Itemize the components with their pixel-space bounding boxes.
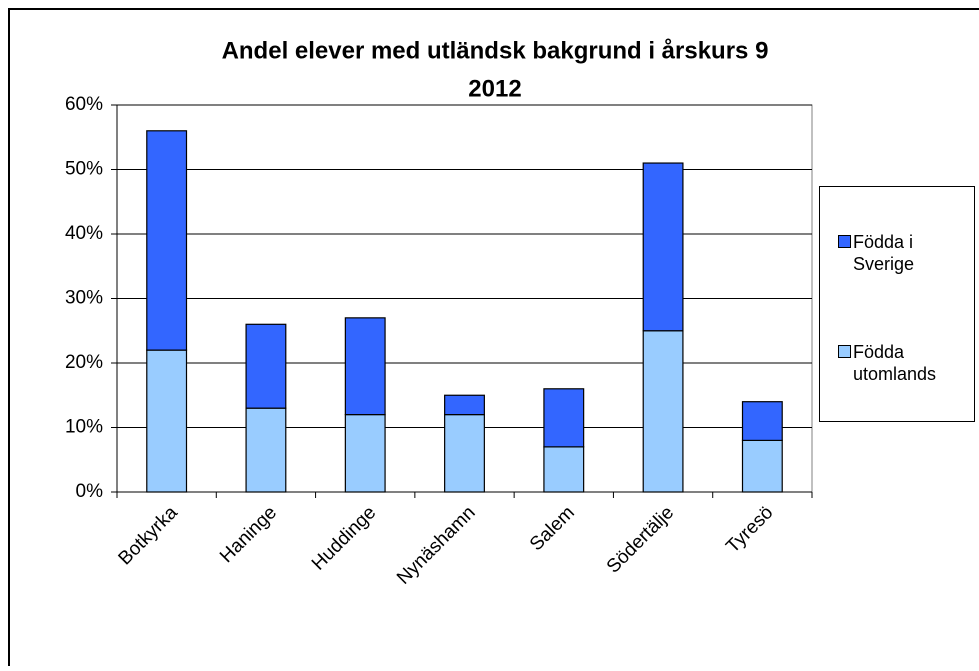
- x-tick-label: Huddinge: [308, 502, 380, 574]
- bar-segment: [543, 388, 585, 448]
- y-tick-label: 10%: [65, 417, 103, 438]
- x-tick-label: Botkyrka: [115, 502, 182, 569]
- y-tick-label: 40%: [65, 223, 103, 244]
- legend-entry: Födda i Sverige: [838, 231, 935, 275]
- legend-swatch: [838, 235, 851, 248]
- x-tick-label: Haninge: [216, 502, 281, 567]
- chart-title: Andel elever med utländsk bakgrund i års…: [222, 37, 769, 64]
- bar-segment: [444, 414, 485, 493]
- y-tick-label: 0%: [76, 481, 104, 502]
- legend: Födda i Sverige Födda utomlands: [819, 186, 975, 422]
- chart-border: [8, 8, 979, 671]
- legend-swatch: [838, 345, 851, 358]
- bar-segment: [642, 162, 684, 332]
- bar-segment: [146, 349, 188, 493]
- bar-segment: [245, 407, 287, 493]
- chart-title: 2012: [468, 75, 521, 102]
- bar-segment: [741, 439, 783, 493]
- legend-label: Födda i Sverige: [853, 232, 915, 274]
- y-tick-label: 20%: [65, 352, 103, 373]
- bar-segment: [543, 446, 585, 493]
- bar-segment: [741, 401, 783, 442]
- x-tick-label: Tyresö: [722, 502, 777, 557]
- bar-segment: [642, 330, 684, 493]
- bar-segment: [444, 394, 485, 416]
- x-tick-label: Salem: [526, 502, 579, 555]
- bar-segment: [344, 414, 386, 493]
- bar-segment: [245, 323, 287, 409]
- legend-label: Födda utomlands: [853, 342, 937, 384]
- x-tick-label: Nynäshamn: [393, 502, 480, 589]
- x-tick-label: Södertälje: [603, 502, 678, 577]
- y-tick-label: 30%: [65, 288, 103, 309]
- bar-segment: [146, 130, 188, 351]
- bar-segment: [344, 317, 386, 416]
- legend-entry: Födda utomlands: [838, 341, 937, 385]
- y-tick-label: 60%: [65, 94, 103, 115]
- y-tick-label: 50%: [65, 159, 103, 180]
